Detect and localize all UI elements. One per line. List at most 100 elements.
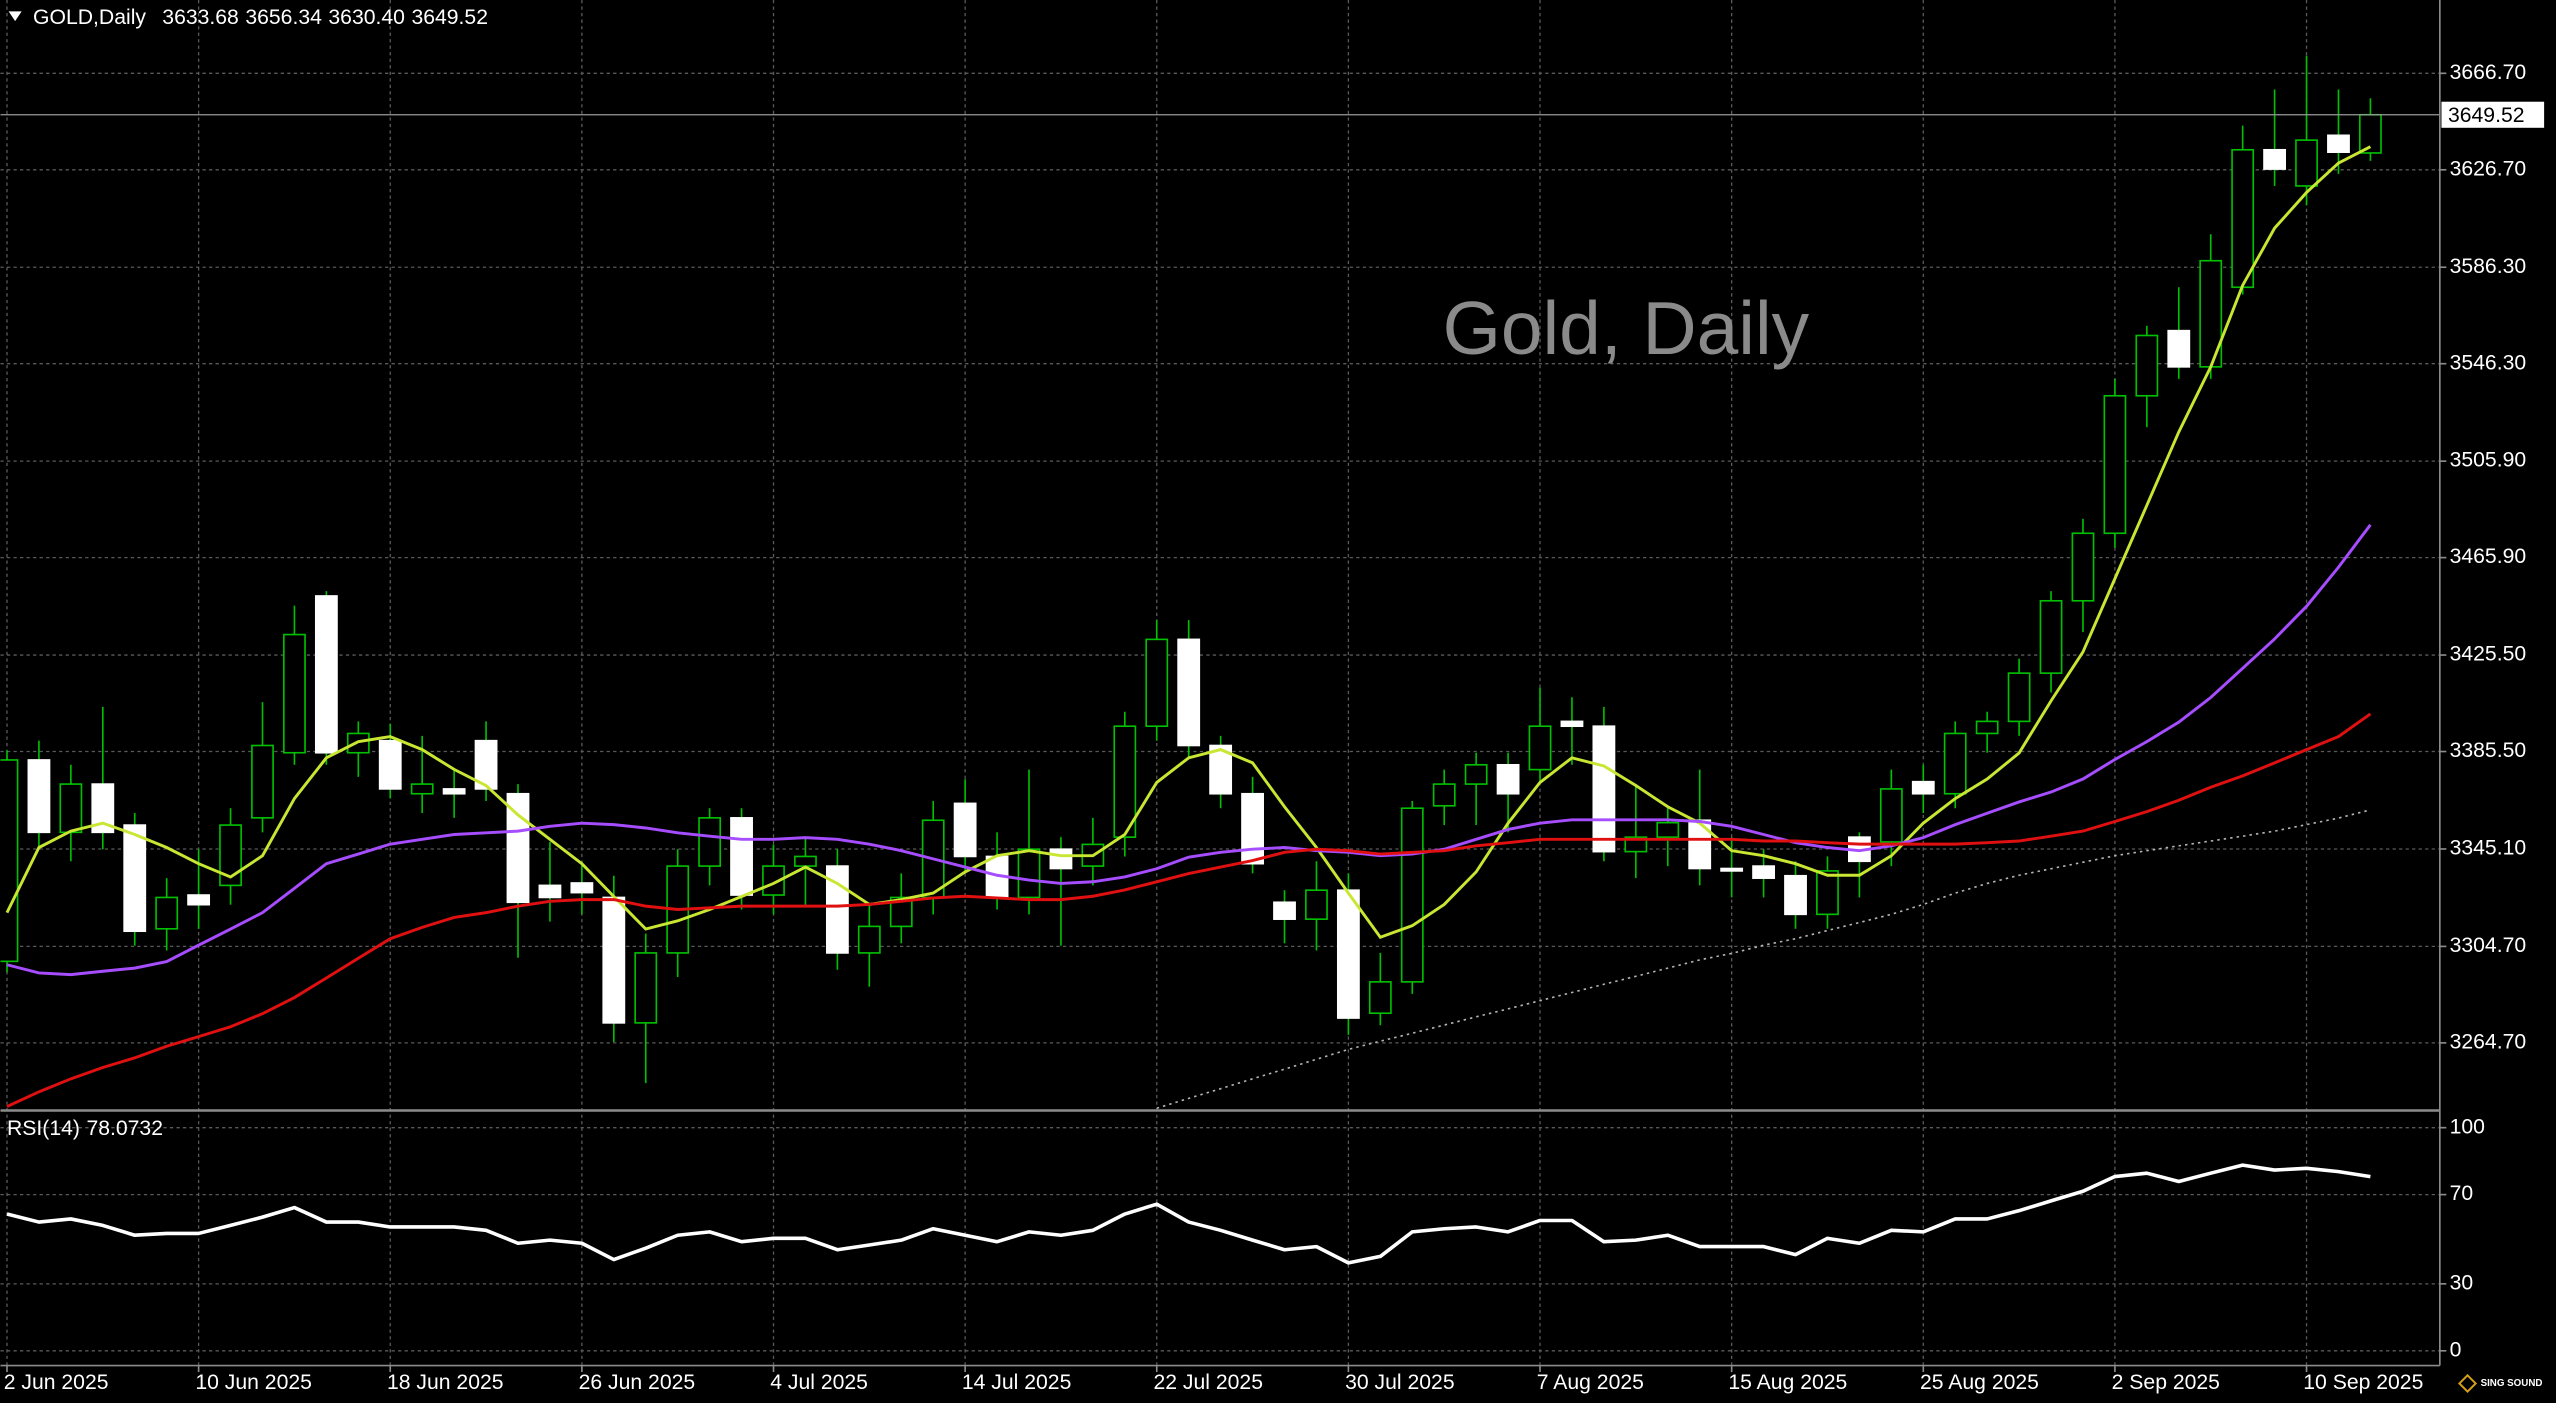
candle-body bbox=[1305, 889, 1328, 920]
moving-average bbox=[6, 523, 2372, 977]
candle-body bbox=[2327, 134, 2350, 154]
ohlc-high: 3656.34 bbox=[245, 6, 322, 29]
candle-body bbox=[2103, 394, 2127, 535]
candle-body bbox=[442, 788, 466, 795]
candle-body bbox=[1656, 821, 1680, 838]
candle-body bbox=[1368, 981, 1392, 1015]
candle-body bbox=[1592, 725, 1616, 853]
candle-body bbox=[378, 739, 402, 790]
x-tick-label: 25 Aug 2025 bbox=[1920, 1371, 2039, 1394]
y-tick-label: 3425.50 bbox=[2450, 643, 2527, 666]
candle-body bbox=[474, 739, 498, 790]
candle-body bbox=[123, 824, 147, 933]
candle-body bbox=[0, 759, 19, 963]
candle-body bbox=[1177, 638, 1201, 747]
y-tick-label: 3465.90 bbox=[2450, 545, 2527, 568]
candle-body bbox=[1879, 788, 1903, 843]
y-tick-label: 3586.30 bbox=[2450, 255, 2527, 278]
candle-body bbox=[1209, 744, 1233, 795]
candle-body bbox=[1688, 819, 1712, 870]
y-tick-label: 30 bbox=[2450, 1271, 2474, 1294]
candle-body bbox=[506, 792, 530, 904]
candle-body bbox=[314, 595, 338, 754]
candle-body bbox=[570, 882, 594, 894]
candle-body bbox=[1816, 870, 1839, 916]
rsi-pane bbox=[6, 1163, 2371, 1265]
candle-body bbox=[1049, 848, 1073, 870]
x-tick-label: 30 Jul 2025 bbox=[1345, 1371, 1454, 1394]
candle-body bbox=[698, 817, 722, 867]
candle-body bbox=[1432, 783, 1456, 807]
x-tick-label: 22 Jul 2025 bbox=[1154, 1371, 1263, 1394]
candle-body bbox=[1273, 901, 1296, 920]
candle-body bbox=[857, 925, 881, 954]
x-tick-label: 2 Jun 2025 bbox=[4, 1371, 109, 1394]
symbol: GOLD,Daily bbox=[33, 6, 146, 29]
candle-body bbox=[2167, 329, 2191, 368]
ohlc-close: 3649.52 bbox=[411, 6, 488, 29]
candle-body bbox=[1400, 807, 1424, 983]
candle-body bbox=[762, 865, 785, 896]
candle-body bbox=[2135, 334, 2159, 397]
candle-body bbox=[2007, 672, 2031, 723]
header: GOLD,Daily 3633.68 3656.34 3630.40 3649.52 bbox=[33, 6, 488, 29]
candle-body bbox=[27, 759, 51, 834]
candle-body bbox=[1241, 792, 1264, 865]
candle-body bbox=[889, 896, 913, 928]
candle-body bbox=[1336, 889, 1360, 1019]
candle-body bbox=[2231, 148, 2255, 289]
candle-body bbox=[283, 633, 306, 754]
y-tick-label: 3505.90 bbox=[2450, 449, 2527, 472]
y-tick-label: 3304.70 bbox=[2450, 934, 2527, 957]
y-tick-label: 3345.10 bbox=[2450, 837, 2527, 860]
candle-body bbox=[1464, 763, 1488, 785]
watermark-title: Gold, Daily bbox=[1443, 286, 1810, 370]
candle-body bbox=[91, 783, 115, 834]
candle-body bbox=[2039, 599, 2063, 674]
moving-average bbox=[6, 712, 2372, 1108]
x-tick-label: 18 Jun 2025 bbox=[387, 1371, 504, 1394]
main-pane bbox=[0, 55, 2440, 1110]
header-arrow bbox=[8, 11, 22, 22]
candle-body bbox=[730, 817, 753, 896]
candle-body bbox=[1752, 865, 1775, 879]
y-tick-label: 0 bbox=[2450, 1338, 2462, 1361]
y-tick-label: 3626.70 bbox=[2450, 157, 2527, 180]
candle-body bbox=[1528, 725, 1552, 771]
current-price-box bbox=[2441, 101, 2545, 128]
rsi-title: RSI(14) bbox=[7, 1117, 80, 1140]
rsi-header: RSI(14) 78.0732 bbox=[7, 1117, 163, 1140]
ohlc-open: 3633.68 bbox=[162, 6, 239, 29]
candle-body bbox=[1911, 780, 1935, 795]
candle-body bbox=[794, 855, 817, 867]
rsi-current: 78.0732 bbox=[86, 1117, 163, 1140]
candle-body bbox=[1113, 725, 1137, 838]
candle-body bbox=[410, 783, 434, 795]
y-tick-label: 70 bbox=[2450, 1182, 2474, 1205]
y-tick-label: 100 bbox=[2450, 1115, 2485, 1138]
candle-body bbox=[1975, 720, 1999, 735]
x-tick-label: 7 Aug 2025 bbox=[1537, 1371, 1644, 1394]
logo: SING SOUND bbox=[2481, 1378, 2543, 1389]
y-tick-label: 3264.70 bbox=[2450, 1030, 2527, 1053]
logo-icon bbox=[2458, 1373, 2478, 1393]
y-tick-label: 3385.50 bbox=[2450, 739, 2527, 762]
candle-body bbox=[1784, 874, 1807, 916]
x-tick-label: 10 Jun 2025 bbox=[195, 1371, 312, 1394]
candle-body bbox=[602, 896, 626, 1024]
x-tick-label: 14 Jul 2025 bbox=[962, 1371, 1071, 1394]
candle-body bbox=[1943, 732, 1967, 795]
x-tick-label: 4 Jul 2025 bbox=[770, 1371, 868, 1394]
x-tick-label: 26 Jun 2025 bbox=[579, 1371, 696, 1394]
candle-body bbox=[2071, 532, 2095, 602]
current-price-label: 3649.52 bbox=[2448, 104, 2525, 127]
candle-body bbox=[251, 744, 274, 819]
y-tick-label: 3546.30 bbox=[2450, 351, 2527, 374]
candle-body bbox=[634, 952, 658, 1024]
candle-body bbox=[187, 894, 211, 906]
candle-body bbox=[1496, 763, 1520, 795]
